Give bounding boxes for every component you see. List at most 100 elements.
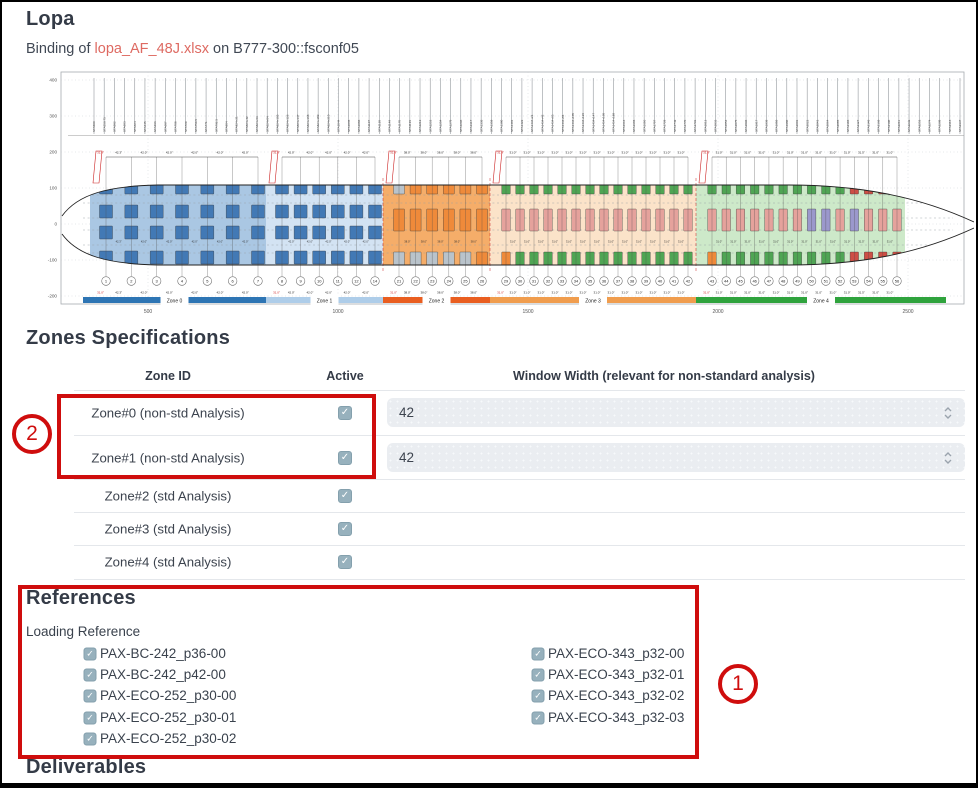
row-number-circle <box>849 276 859 286</box>
zone1-window-width-value: 42 <box>399 450 415 465</box>
row-number-circle <box>370 276 380 286</box>
svg-text:42.0": 42.0" <box>288 240 294 244</box>
ref-checkbox-pax-eco-343-p32-00[interactable] <box>531 647 545 661</box>
svg-text:STA1644: STA1644 <box>622 119 626 132</box>
svg-text:STA2148: STA2148 <box>866 119 870 132</box>
zone4-active-checkbox[interactable] <box>338 555 352 569</box>
svg-text:42.0": 42.0" <box>363 240 369 244</box>
row-number-circle <box>529 276 539 286</box>
lopa-file-link[interactable]: lopa_AF_48J.xlsx <box>94 41 209 57</box>
svg-text:31.0": 31.0" <box>608 291 615 295</box>
svg-text:31.0": 31.0" <box>730 151 737 155</box>
svg-text:31.0": 31.0" <box>744 291 751 295</box>
row-number-circle <box>641 276 651 286</box>
svg-text:STA1917: STA1917 <box>754 119 758 132</box>
svg-text:STA645: STA645 <box>143 121 147 132</box>
ref-checkbox-pax-eco-343-p32-01[interactable] <box>531 668 545 682</box>
svg-text:0: 0 <box>54 222 57 227</box>
svg-text:38.0": 38.0" <box>404 240 410 244</box>
spinner-icon[interactable] <box>943 450 953 466</box>
svg-text:42.0": 42.0" <box>362 291 369 295</box>
svg-text:31.0": 31.0" <box>801 151 808 155</box>
svg-text:STA2127: STA2127 <box>856 119 860 132</box>
svg-text:36: 36 <box>602 279 607 284</box>
svg-text:24: 24 <box>447 279 452 284</box>
svg-text:STA1149: STA1149 <box>388 120 392 132</box>
svg-text:STA2085: STA2085 <box>836 119 840 132</box>
svg-text:31.0": 31.0" <box>830 291 837 295</box>
svg-text:STA1728: STA1728 <box>663 119 667 132</box>
svg-text:STA2295: STA2295 <box>938 119 942 132</box>
ref-checkbox-pax-eco-252-p30-00[interactable] <box>83 689 97 703</box>
row-number-circle <box>333 276 343 286</box>
svg-text:STA1317: STA1317 <box>469 119 473 132</box>
ref-label: PAX-ECO-252_p30-01 <box>100 710 237 725</box>
ref-checkbox-pax-eco-343-p32-02[interactable] <box>531 689 545 703</box>
svg-text:31.0": 31.0" <box>622 291 629 295</box>
row-number-circle <box>721 276 731 286</box>
svg-text:29: 29 <box>504 279 509 284</box>
svg-text:STA2274: STA2274 <box>928 119 932 132</box>
svg-text:38.0": 38.0" <box>454 151 461 155</box>
svg-text:31.0": 31.0" <box>830 240 836 244</box>
row-number-circle <box>202 276 212 286</box>
ref-label: PAX-ECO-343_p32-00 <box>548 646 685 661</box>
row-number-circle <box>655 276 665 286</box>
svg-text:38.0": 38.0" <box>437 151 444 155</box>
zone1-window-width-input[interactable]: 42 <box>387 443 965 472</box>
svg-text:31.0": 31.0" <box>844 291 851 295</box>
ref-checkbox-pax-bc-242-p36-00[interactable] <box>83 647 97 661</box>
zone0-window-width-value: 42 <box>399 405 415 420</box>
svg-text:31.0": 31.0" <box>608 240 614 244</box>
svg-text:31.0": 31.0" <box>886 151 893 155</box>
zone3-active-checkbox[interactable] <box>338 522 352 536</box>
row-number-circle <box>878 276 888 286</box>
svg-text:STA1833: STA1833 <box>714 119 718 132</box>
svg-text:-100: -100 <box>48 258 58 263</box>
svg-text:STA1275: STA1275 <box>449 119 453 132</box>
row-number-circle <box>277 276 287 286</box>
zone0-active-checkbox[interactable] <box>338 406 352 420</box>
binding-suffix: on B777-300::fsconf05 <box>208 41 359 57</box>
svg-text:STA824+189: STA824+189 <box>316 114 320 132</box>
svg-text:STA1770: STA1770 <box>683 119 687 132</box>
svg-text:STA2043: STA2043 <box>815 119 819 132</box>
svg-text:31.0": 31.0" <box>887 240 893 244</box>
row-number-circle <box>501 276 511 286</box>
svg-text:42.0": 42.0" <box>166 240 172 244</box>
svg-text:STA1233: STA1233 <box>428 119 432 132</box>
zone1-active-checkbox[interactable] <box>338 451 352 465</box>
row-number-circle <box>126 276 136 286</box>
ref-checkbox-pax-eco-252-p30-01[interactable] <box>83 711 97 725</box>
svg-text:STA824+84: STA824+84 <box>265 116 269 132</box>
svg-text:STA824+126: STA824+126 <box>286 114 290 132</box>
row-number-circle <box>863 276 874 286</box>
spinner-icon[interactable] <box>943 405 953 421</box>
ref-checkbox-pax-bc-242-p42-00[interactable] <box>83 668 97 682</box>
svg-text:31.0": 31.0" <box>886 291 893 295</box>
loading-reference-label: Loading Reference <box>26 624 141 639</box>
zone2-active-checkbox[interactable] <box>338 489 352 503</box>
row-number-circle <box>515 276 525 286</box>
svg-text:31.0": 31.0" <box>650 291 657 295</box>
svg-text:38.0": 38.0" <box>404 291 411 295</box>
svg-text:6: 6 <box>232 279 235 284</box>
svg-text:31.0": 31.0" <box>594 151 601 155</box>
svg-text:38.0": 38.0" <box>404 151 411 155</box>
svg-text:31.0": 31.0" <box>872 151 879 155</box>
svg-text:31.0": 31.0" <box>524 240 530 244</box>
svg-text:39: 39 <box>644 279 649 284</box>
svg-text:STA708: STA708 <box>174 121 178 132</box>
svg-text:10: 10 <box>317 279 322 284</box>
deliverables-heading: Deliverables <box>26 756 147 778</box>
ref-checkbox-pax-eco-343-p32-03[interactable] <box>531 711 545 725</box>
zone0-window-width-input[interactable]: 42 <box>387 398 965 427</box>
ref-label: PAX-ECO-343_p32-02 <box>548 688 685 703</box>
svg-text:31.0": 31.0" <box>510 291 517 295</box>
svg-text:31.0": 31.0" <box>273 151 280 155</box>
svg-text:45: 45 <box>738 279 743 284</box>
svg-text:STA1749: STA1749 <box>673 119 677 132</box>
svg-text:Zone 1: Zone 1 <box>317 299 333 305</box>
svg-text:STA1065: STA1065 <box>347 119 351 132</box>
ref-checkbox-pax-eco-252-p30-02[interactable] <box>83 732 97 746</box>
